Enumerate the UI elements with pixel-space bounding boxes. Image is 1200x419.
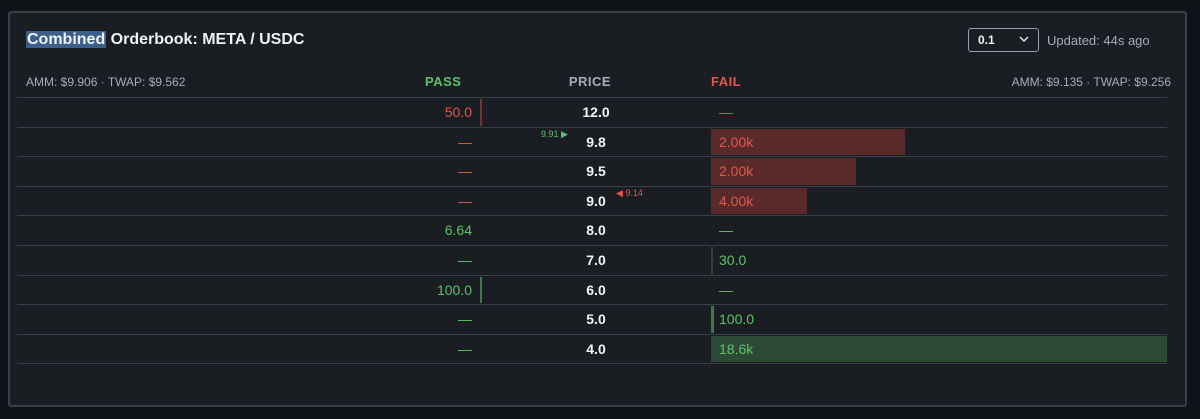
- pass-cell: —: [458, 163, 472, 180]
- table-row[interactable]: 6.64 8.0 —: [17, 216, 1167, 246]
- fail-cell: —: [711, 216, 1167, 245]
- price-cell: 12.0: [582, 104, 610, 120]
- price-cell: 8.0: [586, 222, 606, 239]
- fail-value: —: [719, 222, 733, 239]
- table-row[interactable]: — 7.0 30.0: [17, 246, 1167, 276]
- fail-value: 30.0: [719, 251, 747, 268]
- fail-depth-bar: [711, 246, 713, 274]
- table-row[interactable]: — 5.0 100.0: [17, 305, 1167, 335]
- fail-cell: 18.6k: [711, 335, 1167, 364]
- price-cell: 9.8: [586, 133, 606, 150]
- table-row[interactable]: — 9.5 2.00k: [17, 157, 1167, 187]
- table-row[interactable]: — 9.91 ▶ 9.8 2.00k: [17, 128, 1167, 158]
- fail-value: 100.0: [719, 311, 755, 328]
- pass-twap-marker: 9.91 ▶: [541, 128, 568, 139]
- fail-cell: 2.00k: [711, 157, 1167, 186]
- updated-timestamp: Updated: 44s ago: [1047, 33, 1150, 48]
- fail-value: 4.00k: [719, 192, 754, 209]
- table-row[interactable]: 50.0 12.0 —: [17, 98, 1167, 128]
- fail-stats: AMM: $9.135 · TWAP: $9.256: [1011, 75, 1171, 89]
- price-cell: 7.0: [586, 251, 606, 268]
- table-row[interactable]: — 9.0 ◀ 9.14 4.00k: [17, 187, 1167, 217]
- title-highlight: Combined: [26, 31, 107, 48]
- price-cell: 9.0: [586, 192, 606, 209]
- fail-cell: —: [711, 276, 1167, 305]
- pass-stats: AMM: $9.906 · TWAP: $9.562: [26, 75, 186, 89]
- column-header-pass: PASS: [425, 74, 462, 89]
- pass-cell: —: [458, 251, 472, 268]
- fail-cell: 30.0: [711, 246, 1167, 275]
- fail-value: 2.00k: [719, 163, 754, 180]
- fail-depth-bar: [711, 306, 714, 333]
- pass-depth-bar: [480, 276, 482, 304]
- page-title: Combined Orderbook: META / USDC: [26, 31, 304, 49]
- fail-depth-bar: [711, 187, 807, 215]
- price-cell: 5.0: [586, 311, 606, 328]
- pass-cell: —: [458, 340, 472, 357]
- fail-value: 18.6k: [719, 340, 754, 357]
- fail-value: —: [719, 104, 733, 120]
- fail-value: —: [719, 281, 733, 298]
- fail-cell: —: [711, 98, 1167, 127]
- tick-size-value: 0.1: [978, 33, 995, 47]
- title-text: Orderbook: META / USDC: [106, 31, 305, 48]
- fail-cell: 2.00k: [711, 128, 1167, 157]
- column-header-price: PRICE: [568, 74, 612, 89]
- price-cell: 9.5: [586, 163, 606, 180]
- table-row[interactable]: — 4.0 18.6k: [17, 335, 1167, 365]
- pass-cell: —: [458, 311, 472, 328]
- pass-cell: —: [458, 133, 472, 150]
- fail-depth-bar: [711, 335, 1167, 363]
- fail-value: 2.00k: [719, 133, 754, 150]
- pass-cell: 100.0: [436, 281, 472, 298]
- column-header-fail: FAIL: [711, 74, 742, 89]
- price-cell: 6.0: [586, 281, 606, 298]
- orderbook-table: 50.0 12.0 — — 9.91 ▶ 9.8 2.00k — 9.5 2.0…: [17, 97, 1167, 365]
- pass-cell: 50.0: [444, 104, 472, 120]
- fail-cell: 4.00k: [711, 187, 1167, 216]
- tick-size-select[interactable]: 0.1: [968, 28, 1039, 52]
- pass-cell: —: [458, 192, 472, 209]
- pass-cell: 6.64: [444, 222, 472, 239]
- chevron-down-icon: [1019, 36, 1029, 43]
- fail-cell: 100.0: [711, 305, 1167, 334]
- fail-twap-marker: ◀ 9.14: [616, 187, 643, 198]
- pass-depth-bar: [480, 99, 482, 126]
- price-cell: 4.0: [586, 340, 606, 357]
- fail-depth-bar: [711, 158, 856, 185]
- table-row[interactable]: 100.0 6.0 —: [17, 276, 1167, 306]
- fail-depth-bar: [711, 128, 905, 156]
